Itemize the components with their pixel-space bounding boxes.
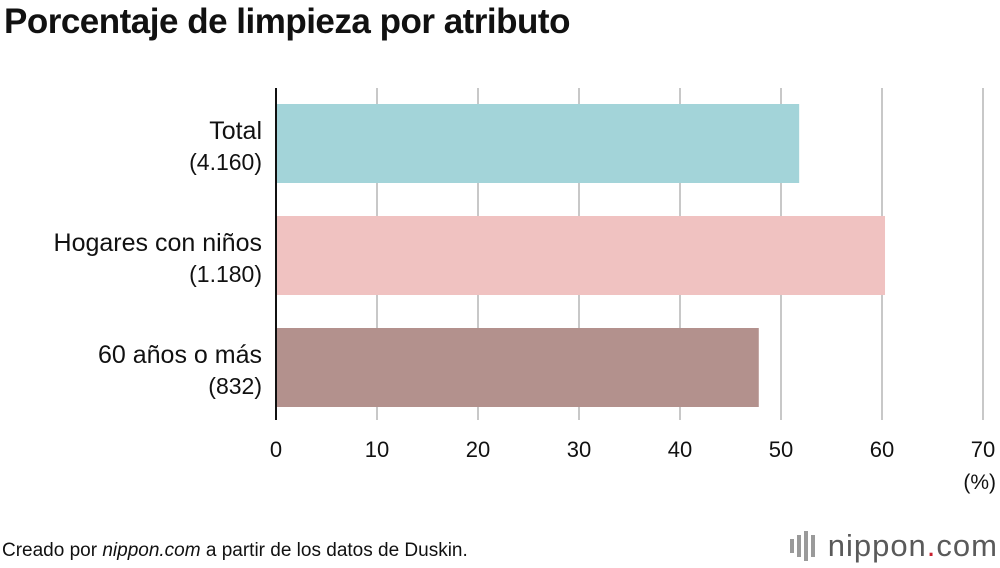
x-tick-label: 50 <box>769 437 793 462</box>
bar <box>276 104 800 183</box>
x-tick-label: 10 <box>365 437 389 462</box>
logo-domain: com <box>936 528 998 563</box>
bars <box>276 104 886 407</box>
x-tick-label: 60 <box>870 437 894 462</box>
x-tick-label: 0 <box>270 437 282 462</box>
x-axis-ticks: 0 10 20 30 40 50 60 70 <box>270 437 995 462</box>
logo-dot: . <box>926 528 937 563</box>
credit-prefix: Creado por <box>2 540 103 561</box>
category-label: Total <box>209 117 262 145</box>
chart-title: Porcentaje de limpieza por atributo <box>4 2 570 41</box>
logo-name: nippon <box>827 528 927 563</box>
logo-bars-icon <box>789 531 818 561</box>
category-sample-size: (832) <box>208 373 262 399</box>
bar <box>276 216 886 295</box>
credit-suffix: a partir de los datos de Duskin. <box>200 540 468 561</box>
bar <box>276 328 759 407</box>
x-tick-label: 70 <box>971 437 995 462</box>
nippon-logo: nippon.com <box>789 528 998 564</box>
category-sample-size: (4.160) <box>189 149 262 175</box>
category-label: Hogares con niños <box>54 229 262 257</box>
category-sample-size: (1.180) <box>189 261 262 287</box>
x-axis-unit: (%) <box>963 471 996 494</box>
source-credit: Creado por nippon.com a partir de los da… <box>2 538 468 564</box>
category-labels: Total (4.160) Hogares con niños (1.180) 60 a… <box>54 117 262 399</box>
logo-text: nippon.com <box>828 528 998 564</box>
x-tick-label: 20 <box>466 437 490 462</box>
x-tick-label: 40 <box>668 437 692 462</box>
category-label: 60 años o más <box>98 341 262 369</box>
x-tick-label: 30 <box>567 437 591 462</box>
credit-source: nippon.com <box>102 540 201 561</box>
